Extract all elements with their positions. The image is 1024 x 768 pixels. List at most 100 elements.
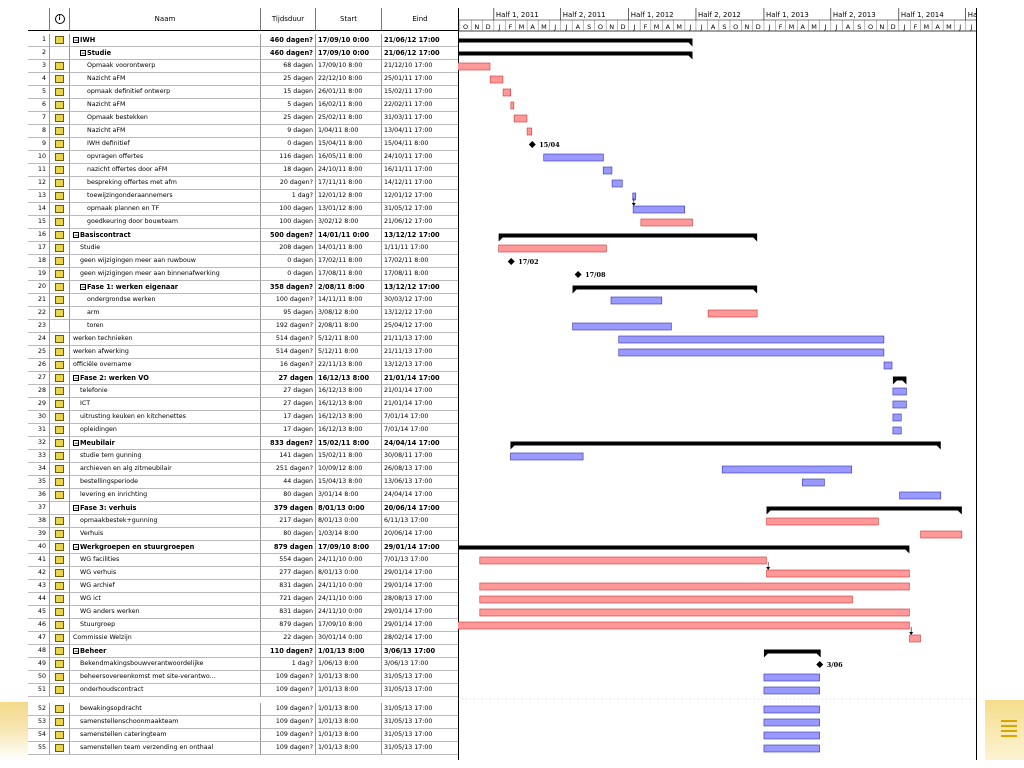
task-duration[interactable]: 0 dagen [261, 268, 316, 281]
task-start[interactable]: 15/02/11 8:00 [316, 450, 382, 463]
task-duration[interactable]: 514 dagen? [261, 333, 316, 346]
task-end[interactable]: 17/02/11 8:00 [382, 255, 458, 268]
row-number[interactable]: 9 [28, 138, 50, 151]
task-start[interactable]: 30/01/14 0:00 [316, 632, 382, 645]
task-end[interactable]: 29/01/14 17:00 [382, 606, 458, 619]
task-end[interactable]: 21/01/14 17:00 [382, 372, 458, 385]
task-duration[interactable]: 17 dagen [261, 424, 316, 437]
task-row[interactable]: 33 studie tem gunning 141 dagen 15/02/11 8:… [28, 450, 458, 463]
task-start[interactable]: 2/08/11 8:00 [316, 281, 382, 294]
task-start[interactable]: 1/04/11 8:00 [316, 125, 382, 138]
collapse-toggle[interactable]: − [73, 375, 80, 382]
task-start[interactable]: 24/11/10 0:00 [316, 606, 382, 619]
task-duration[interactable]: 831 dagen [261, 580, 316, 593]
task-end[interactable]: 13/12/13 17:00 [382, 359, 458, 372]
task-row[interactable]: 6 Nazicht aFM 5 dagen 16/02/11 8:00 22/02/11… [28, 99, 458, 112]
task-name[interactable]: telefonie [70, 385, 261, 398]
task-end[interactable]: 31/05/13 17:00 [382, 742, 458, 755]
row-number[interactable]: 26 [28, 359, 50, 372]
row-number[interactable]: 41 [28, 554, 50, 567]
task-row[interactable]: 46 Stuurgroep 879 dagen 17/09/10 8:00 29/01/… [28, 619, 458, 632]
task-row[interactable]: 31 opleidingen 17 dagen 16/12/13 8:00 7/01/1… [28, 424, 458, 437]
task-start[interactable]: 3/02/12 8:00 [316, 216, 382, 229]
task-start[interactable]: 15/04/13 8:00 [316, 476, 382, 489]
task-name[interactable]: −Fase 2: werken VO [70, 372, 261, 385]
task-end[interactable]: 31/05/12 17:00 [382, 203, 458, 216]
task-name[interactable]: uitrusting keuken en kitchenettes [70, 411, 261, 424]
task-row[interactable]: 52 bewakingsopdracht 109 dagen? 1/01/13 8:0… [28, 703, 458, 716]
task-end[interactable]: 29/01/14 17:00 [382, 541, 458, 554]
task-start[interactable]: 1/03/14 8:00 [316, 528, 382, 541]
task-duration[interactable]: 109 dagen? [261, 742, 316, 755]
row-number[interactable]: 17 [28, 242, 50, 255]
row-number[interactable]: 10 [28, 151, 50, 164]
task-row[interactable]: 21 ondergrondse werken 100 dagen? 14/11/11 … [28, 294, 458, 307]
task-end[interactable]: 21/11/13 17:00 [382, 333, 458, 346]
task-name[interactable]: Bekendmakingsbouwverantwoordelijke [70, 658, 261, 671]
task-row[interactable]: 24 werken technieken 514 dagen? 5/12/11 8:0… [28, 333, 458, 346]
task-row[interactable]: 50 beheersovereenkomst met site-verantwo.… [28, 671, 458, 684]
task-end[interactable]: 15/02/11 17:00 [382, 86, 458, 99]
task-end[interactable]: 21/06/12 17:00 [382, 47, 458, 60]
row-number[interactable]: 33 [28, 450, 50, 463]
task-row[interactable]: 28 telefonie 27 dagen 16/12/13 8:00 21/01/14… [28, 385, 458, 398]
task-name[interactable]: bespreking offertes met afm [70, 177, 261, 190]
task-name[interactable]: samenstellen cateringteam [70, 729, 261, 742]
task-start[interactable]: 8/01/13 0:00 [316, 502, 382, 515]
task-start[interactable]: 24/11/10 0:00 [316, 554, 382, 567]
task-start[interactable]: 16/05/11 8:00 [316, 151, 382, 164]
task-duration[interactable]: 460 dagen? [261, 47, 316, 60]
row-number[interactable]: 45 [28, 606, 50, 619]
task-start[interactable]: 14/01/11 0:00 [316, 229, 382, 242]
task-row[interactable]: 30 uitrusting keuken en kitchenettes 17 da… [28, 411, 458, 424]
task-name[interactable]: studie tem gunning [70, 450, 261, 463]
task-end[interactable]: 15/04/11 8:00 [382, 138, 458, 151]
row-number-header[interactable] [28, 8, 50, 31]
task-row[interactable]: 5 opmaak definitief ontwerp 15 dagen 26/01/… [28, 86, 458, 99]
task-duration[interactable]: 100 dagen [261, 203, 316, 216]
task-name[interactable]: officiële overname [70, 359, 261, 372]
row-number[interactable]: 36 [28, 489, 50, 502]
row-number[interactable]: 22 [28, 307, 50, 320]
task-start[interactable]: 15/02/11 8:00 [316, 437, 382, 450]
task-row[interactable]: 53 samenstellenschoonmaakteam 109 dagen? 1/… [28, 716, 458, 729]
task-start[interactable]: 12/01/12 8:00 [316, 190, 382, 203]
task-row[interactable]: 47 Commissie Welzijn 22 dagen 30/01/14 0:00… [28, 632, 458, 645]
task-duration[interactable]: 116 dagen [261, 151, 316, 164]
task-end[interactable]: 17/08/11 8:00 [382, 268, 458, 281]
task-end[interactable]: 31/03/11 17:00 [382, 112, 458, 125]
row-number[interactable]: 43 [28, 580, 50, 593]
start-column-header[interactable]: Start [316, 8, 382, 31]
task-start[interactable]: 10/09/12 8:00 [316, 463, 382, 476]
task-row[interactable]: 9 IWH definitief 0 dagen 15/04/11 8:00 15/04… [28, 138, 458, 151]
task-end[interactable]: 22/02/11 17:00 [382, 99, 458, 112]
task-start[interactable]: 14/11/11 8:00 [316, 294, 382, 307]
task-name[interactable]: werken afwerking [70, 346, 261, 359]
task-end[interactable]: 20/06/14 17:00 [382, 528, 458, 541]
task-duration[interactable]: 141 dagen [261, 450, 316, 463]
collapse-toggle[interactable]: − [73, 648, 80, 655]
task-row[interactable]: 34 archieven en alg zitmeubilair 251 dagen… [28, 463, 458, 476]
task-duration[interactable]: 110 dagen? [261, 645, 316, 658]
task-row[interactable]: 51 onderhoudscontract 109 dagen? 1/01/13 8:… [28, 684, 458, 697]
row-number[interactable]: 4 [28, 73, 50, 86]
task-name[interactable]: WG facilities [70, 554, 261, 567]
task-start[interactable]: 14/01/11 8:00 [316, 242, 382, 255]
task-row[interactable]: 17 Studie 208 dagen 14/01/11 8:00 1/11/11 17… [28, 242, 458, 255]
task-duration[interactable]: 27 dagen [261, 372, 316, 385]
task-duration[interactable]: 68 dagen [261, 60, 316, 73]
task-duration[interactable]: 109 dagen? [261, 671, 316, 684]
task-duration[interactable]: 0 dagen [261, 255, 316, 268]
task-name[interactable]: archieven en alg zitmeubilair [70, 463, 261, 476]
row-number[interactable]: 25 [28, 346, 50, 359]
task-name[interactable]: Commissie Welzijn [70, 632, 261, 645]
row-number[interactable]: 13 [28, 190, 50, 203]
task-row[interactable]: 32 −Meubilair 833 dagen? 15/02/11 8:00 24/04… [28, 437, 458, 450]
task-end[interactable]: 24/10/11 17:00 [382, 151, 458, 164]
task-duration[interactable]: 277 dagen [261, 567, 316, 580]
task-name[interactable]: opvragen offertes [70, 151, 261, 164]
row-number[interactable]: 46 [28, 619, 50, 632]
row-number[interactable]: 35 [28, 476, 50, 489]
task-row[interactable]: 26 officiële overname 16 dagen? 22/11/13 8:… [28, 359, 458, 372]
task-end[interactable]: 21/12/10 17:00 [382, 60, 458, 73]
